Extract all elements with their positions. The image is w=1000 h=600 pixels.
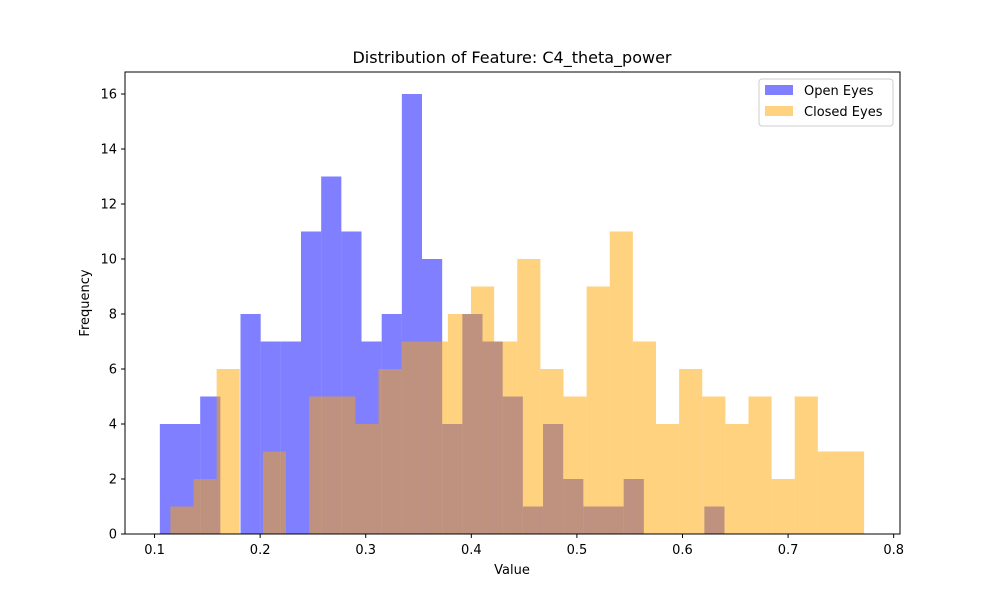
bar-series-1-bin-8 [355, 424, 379, 534]
bar-series-1-bin-14 [494, 341, 518, 534]
bar-series-1-bin-9 [378, 369, 402, 534]
bar-series-1-bin-16 [540, 369, 564, 534]
bar-series-1-bin-13 [471, 286, 495, 534]
x-tick-label: 0.3 [355, 543, 376, 558]
x-tick-label: 0.4 [461, 543, 482, 558]
y-tick-label: 4 [109, 418, 117, 433]
bar-series-1-bin-22 [679, 369, 703, 534]
y-axis: 0 2 4 6 8 10 12 14 16 [100, 88, 125, 543]
bar-series-1-bin-10 [401, 341, 425, 534]
bar-series-1-bin-4 [262, 451, 287, 534]
x-tick-label: 0.6 [672, 543, 693, 558]
bar-series-1-bin-25 [748, 396, 772, 534]
bar-series-1-bin-23 [702, 396, 726, 534]
y-tick-label: 10 [100, 253, 117, 268]
legend: Open Eyes Closed Eyes [758, 78, 894, 127]
bar-series-1-bin-17 [563, 396, 587, 534]
y-tick-label: 12 [100, 198, 117, 213]
chart-title: Distribution of Feature: C4_theta_power [352, 48, 671, 68]
bar-series-1-bin-2 [216, 369, 240, 534]
bar-series-1-bin-18 [586, 286, 610, 534]
bar-series-1-bin-26 [771, 479, 795, 534]
x-axis-label: Value [494, 563, 530, 578]
x-tick-label: 0.1 [144, 543, 165, 558]
x-tick-label: 0.5 [567, 543, 588, 558]
y-tick-label: 8 [109, 308, 117, 323]
legend-swatch-1 [765, 106, 793, 116]
bar-series-1-bin-12 [447, 314, 472, 534]
plot-frame [124, 71, 901, 535]
bar-series-1-bin-7 [332, 396, 356, 534]
bar-series-1-bin-6 [309, 396, 333, 534]
bar-series-1-bin-1 [193, 479, 217, 534]
bar-series-1-bin-20 [632, 341, 656, 534]
x-tick-label: 0.2 [250, 543, 271, 558]
bar-series-1-bin-0 [170, 506, 194, 534]
legend-label-1: Closed Eyes [804, 105, 883, 120]
x-tick-label: 0.8 [883, 543, 904, 558]
y-tick-label: 16 [100, 88, 117, 103]
bar-series-1-bin-15 [517, 259, 541, 534]
bar-series-1-bin-11 [424, 341, 448, 534]
bars-layer [159, 94, 865, 534]
bar-series-1-bin-29 [840, 451, 865, 534]
y-axis-label: Frequency [78, 269, 93, 336]
y-tick-label: 6 [109, 363, 117, 378]
bar-series-1-bin-19 [609, 231, 633, 534]
y-tick-label: 2 [109, 473, 117, 488]
bar-series-1-bin-21 [655, 424, 680, 534]
x-tick-label: 0.7 [778, 543, 799, 558]
bar-series-1-bin-27 [794, 396, 818, 534]
y-tick-label: 14 [100, 143, 117, 158]
legend-swatch-0 [765, 85, 793, 95]
bar-series-1-bin-24 [725, 424, 749, 534]
legend-label-0: Open Eyes [804, 84, 874, 99]
y-tick-label: 0 [109, 528, 117, 543]
bar-series-1-bin-28 [817, 451, 841, 534]
bar-series-0-bin-4 [240, 314, 261, 534]
x-axis: 0.1 0.2 0.3 0.4 0.5 0.6 0.7 0.8 [144, 534, 904, 558]
